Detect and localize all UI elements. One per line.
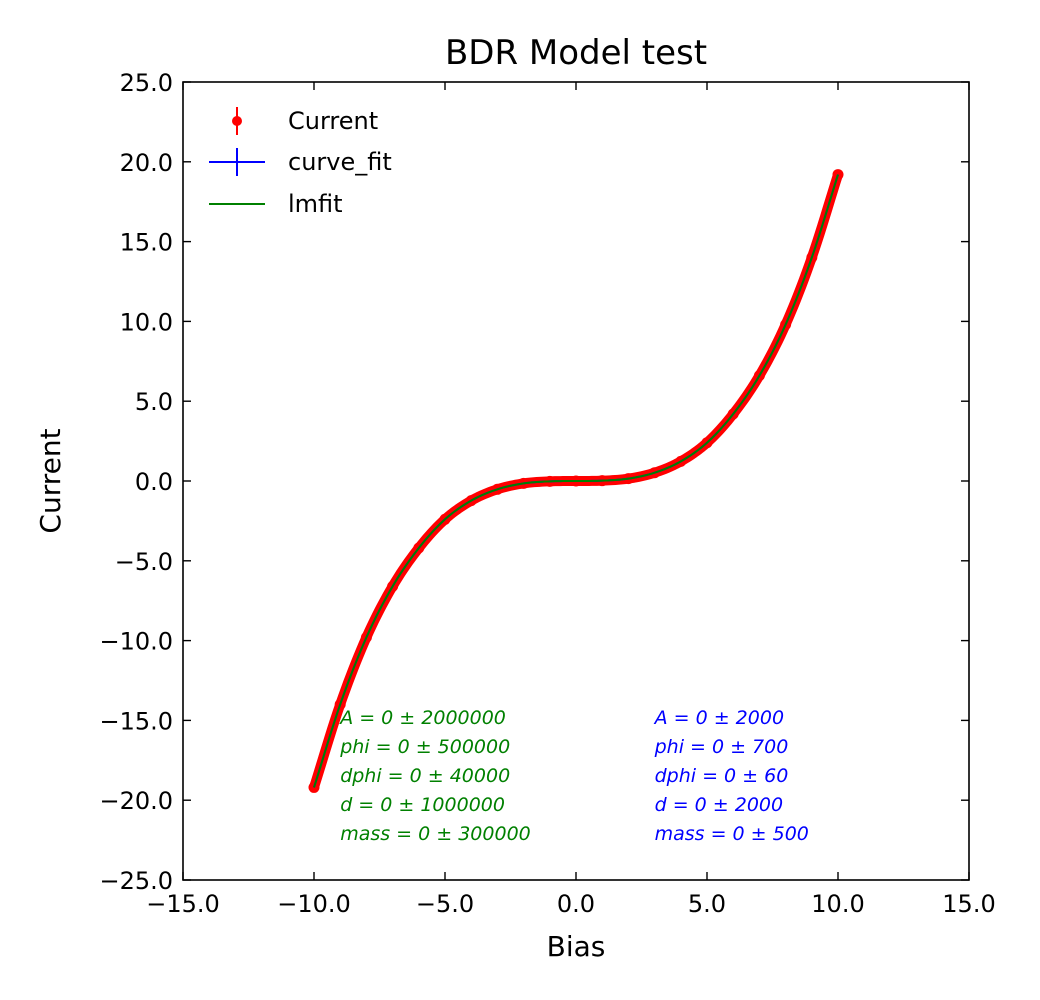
legend-label: lmfit	[288, 190, 343, 218]
annotation-line: mass = 0 ± 300000	[340, 823, 531, 845]
current-point	[832, 169, 844, 181]
y-tick-label: 20.0	[120, 149, 173, 177]
x-tick-label: −5.0	[416, 890, 474, 918]
current-point	[308, 781, 320, 793]
legend-entry-current: Current	[232, 107, 378, 135]
x-tick-label: 0.0	[557, 890, 595, 918]
legend-label: Current	[288, 107, 378, 135]
annotation-line: mass = 0 ± 500	[655, 823, 809, 845]
annotation-line: phi = 0 ± 700	[654, 736, 789, 758]
y-tick-label: −5.0	[115, 548, 173, 576]
y-tick-label: −20.0	[99, 787, 173, 815]
annotation-line: A = 0 ± 2000	[653, 707, 784, 729]
x-tick-label: −10.0	[277, 890, 351, 918]
y-tick-label: −15.0	[99, 707, 173, 735]
x-tick-label: 10.0	[811, 890, 864, 918]
annotation-block-2: A = 0 ± 2000 phi = 0 ± 700 dphi = 0 ± 60 d …	[653, 707, 809, 845]
x-tick-label: 5.0	[688, 890, 726, 918]
annotation-line: dphi = 0 ± 40000	[340, 765, 510, 787]
y-tick-label: −25.0	[99, 867, 173, 895]
annotation-line: d = 0 ± 2000	[655, 794, 784, 816]
plot-area	[308, 169, 844, 793]
y-axis-label: Current	[34, 428, 67, 533]
y-tick-label: 5.0	[135, 388, 173, 416]
y-tick-label: 0.0	[135, 468, 173, 496]
axis-ticks: −15.0 −10.0 −5.0 0.0 5.0 10.0 15.0 −25.0 −20.0 −1…	[99, 69, 995, 918]
annotation-line: A = 0 ± 2000000	[338, 707, 506, 729]
x-tick-label: −15.0	[146, 890, 220, 918]
y-tick-label: 25.0	[120, 69, 173, 97]
legend-entry-lmfit: lmfit	[209, 190, 343, 218]
fit-parameter-annotations: A = 0 ± 2000000 phi = 0 ± 500000 dphi = 0 …	[338, 707, 809, 845]
legend-label: curve_fit	[288, 148, 392, 176]
chart-title: BDR Model test	[445, 33, 707, 73]
annotation-block-1: A = 0 ± 2000000 phi = 0 ± 500000 dphi = 0 …	[338, 707, 531, 845]
x-tick-label: 15.0	[942, 890, 995, 918]
x-axis-label: Bias	[547, 930, 606, 963]
legend-entry-curve-fit: curve_fit	[209, 148, 392, 176]
annotation-line: phi = 0 ± 500000	[339, 736, 510, 758]
y-tick-label: 10.0	[120, 308, 173, 336]
legend-marker	[232, 116, 242, 126]
series-lmfit-line	[313, 174, 839, 788]
annotation-line: dphi = 0 ± 60	[655, 765, 789, 787]
y-tick-label: 15.0	[120, 229, 173, 257]
y-tick-label: −10.0	[99, 628, 173, 656]
annotation-line: d = 0 ± 1000000	[340, 794, 505, 816]
